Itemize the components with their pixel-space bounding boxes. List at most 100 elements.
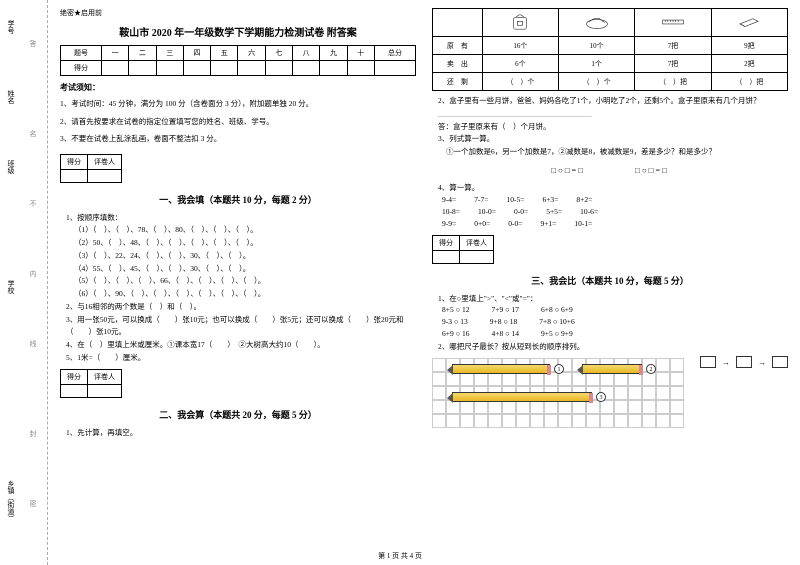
cell: 16个 bbox=[482, 37, 558, 55]
binding-dash: 内 bbox=[28, 270, 38, 285]
cell: 七 bbox=[265, 46, 292, 61]
cell: 题号 bbox=[61, 46, 102, 61]
cell: 八 bbox=[293, 46, 320, 61]
cell: 得分 bbox=[61, 369, 88, 384]
binding-dash: 封 bbox=[28, 430, 38, 445]
order-boxes: → → bbox=[700, 356, 788, 368]
cell: （ ）个 bbox=[559, 73, 635, 91]
cell: 2把 bbox=[711, 55, 787, 73]
cell: 三 bbox=[156, 46, 183, 61]
binding-label-school: 学校 bbox=[6, 280, 16, 294]
binding-label-id: 学号 bbox=[6, 20, 16, 34]
arrow-icon: → bbox=[758, 358, 766, 367]
q1-3: （3）（ ）、22、24、（ ）、（ ）、30、（ ）、（ ）。 bbox=[74, 250, 416, 263]
score-table: 题号 一 二 三 四 五 六 七 八 九 十 总分 得分 bbox=[60, 45, 416, 76]
q4: 4、在（ ）里填上米或厘米。①课本宽17（ ） ②大树高大约10（ ）。 bbox=[66, 339, 416, 352]
cell: 原 有 bbox=[433, 37, 483, 55]
binding-label-class: 班级 bbox=[6, 160, 16, 174]
s2-q3: 3、列式算一算。 bbox=[438, 133, 788, 146]
notice-3: 3、不要在试卷上乱涂乱画，卷面不整洁扣 3 分。 bbox=[60, 132, 416, 146]
s2-q3-sub: ①一个加数是6，另一个加数是7，②减数是8，被减数是9，差是多少？和是多少？ bbox=[446, 146, 788, 159]
calc-row-1: 9-4=7-7=10-5=6+3=8+2= bbox=[442, 195, 788, 204]
compare-1: 8+5 ○ 127+9 ○ 176+8 ○ 6+9 bbox=[442, 305, 788, 314]
cell: 卖 出 bbox=[433, 55, 483, 73]
binding-dash: 名 bbox=[28, 130, 38, 145]
cell: 1个 bbox=[559, 55, 635, 73]
score-value-row: 得分 bbox=[61, 61, 416, 76]
cell: 九 bbox=[320, 46, 347, 61]
pencil-num-1: 1 bbox=[554, 364, 564, 374]
cell: （ ）把 bbox=[635, 73, 711, 91]
cell: 还 剩 bbox=[433, 73, 483, 91]
calc-row-3: 9-9=0+0=0-0=9+1=10-1= bbox=[442, 219, 788, 228]
pencil-1 bbox=[452, 364, 550, 374]
cell: 得分 bbox=[61, 154, 88, 169]
formula-boxes: □○□=□ □○□=□ bbox=[432, 165, 788, 176]
notice-head: 考试须知： bbox=[60, 82, 416, 93]
binding-dash: 线 bbox=[28, 340, 38, 355]
q1-head: 1、按顺序填数： bbox=[66, 212, 416, 225]
compare-3: 6+9 ○ 164+8 ○ 149+5 ○ 9+9 bbox=[442, 329, 788, 338]
cell: 评卷人 bbox=[460, 235, 494, 250]
cell: （ ）个 bbox=[482, 73, 558, 91]
marker-box-1: 得分评卷人 bbox=[60, 154, 122, 183]
binding-dash: 不 bbox=[28, 200, 38, 215]
right-column: 原 有16个10个7把9把 卖 出6个1个7把2把 还 剩（ ）个（ ）个（ ）… bbox=[432, 8, 788, 557]
pencil-3 bbox=[452, 392, 592, 402]
cell: 9把 bbox=[711, 37, 787, 55]
binding-label-name: 姓名 bbox=[6, 90, 16, 104]
left-column: 绝密★启用前 鞍山市 2020 年一年级数学下学期能力检测试卷 附答案 题号 一… bbox=[60, 8, 416, 557]
score-header-row: 题号 一 二 三 四 五 六 七 八 九 十 总分 bbox=[61, 46, 416, 61]
exam-title: 鞍山市 2020 年一年级数学下学期能力检测试卷 附答案 bbox=[60, 24, 416, 39]
cell: 评卷人 bbox=[88, 154, 122, 169]
marker-box-2: 得分评卷人 bbox=[60, 369, 122, 398]
eraser-icon bbox=[711, 9, 787, 37]
marker-box-3: 得分评卷人 bbox=[432, 235, 494, 264]
order-box bbox=[700, 356, 716, 368]
section-3-title: 三、我会比（本题共 10 分，每题 5 分） bbox=[432, 274, 788, 287]
q1-6: （6）（ ）、90、（ ）、（ ）、（ ）、（ ）、（ ）、（ ）。 bbox=[74, 288, 416, 301]
cell: 二 bbox=[129, 46, 156, 61]
cell: 10个 bbox=[559, 37, 635, 55]
pencil-num-3: 3 bbox=[596, 392, 606, 402]
compare-2: 9-3 ○ 139+8 ○ 187+8 ○ 10+6 bbox=[442, 317, 788, 326]
ruler-icon bbox=[635, 9, 711, 37]
s2-q4: 4、算一算。 bbox=[438, 182, 788, 195]
q1-5: （5）（ ）、（ ）、（ ）、66、（ ）、（ ）、（ ）、（ ）。 bbox=[74, 275, 416, 288]
order-box bbox=[736, 356, 752, 368]
cell: 得分 bbox=[61, 61, 102, 76]
s2-q2-blank: ________________________________________… bbox=[438, 108, 788, 121]
cell: 得分 bbox=[433, 235, 460, 250]
pencil-grid: 1 2 3 bbox=[432, 358, 688, 428]
calc-row-2: 10-8=10-0=0-0=5+5=10-6= bbox=[442, 207, 788, 216]
cell: 五 bbox=[211, 46, 238, 61]
pencil-num-2: 2 bbox=[646, 364, 656, 374]
notice-2: 2、请首先按要求在试卷的指定位置填写您的姓名、班级、学号。 bbox=[60, 115, 416, 129]
binding-label-town: 乡镇（街道） bbox=[6, 480, 16, 522]
q5: 5、1米=（ ）厘米。 bbox=[66, 352, 416, 365]
bag-icon bbox=[482, 9, 558, 37]
q1-2: （2）50、（ ）、48、（ ）、（ ）、（ ）、（ ）、（ ）。 bbox=[74, 237, 416, 250]
arrow-icon: → bbox=[722, 358, 730, 367]
notice-1: 1、考试时间：45 分钟，满分为 100 分（含卷面分 3 分），附加题单独 2… bbox=[60, 97, 416, 111]
q2: 2、与16相邻的两个数是（ ）和（ ）。 bbox=[66, 301, 416, 314]
cell: 十 bbox=[347, 46, 374, 61]
s3-q2: 2、哪把尺子最长？按从短到长的顺序排列。 bbox=[438, 341, 788, 354]
cell: 总分 bbox=[374, 46, 415, 61]
cell: 评卷人 bbox=[88, 369, 122, 384]
s2-q2: 2、盒子里有一些月饼，爸爸、妈妈各吃了1个，小明吃了2个，还剩5个。盒子里原来有… bbox=[438, 95, 788, 108]
section-2-title: 二、我会算（本题共 20 分，每题 5 分） bbox=[60, 408, 416, 421]
shoe-icon bbox=[559, 9, 635, 37]
cell: 7把 bbox=[635, 37, 711, 55]
binding-dash: 答 bbox=[28, 40, 38, 55]
cell: 7把 bbox=[635, 55, 711, 73]
q1-1: （1）（ ）、（ ）、78、（ ）、80、（ ）、（ ）、（ ）。 bbox=[74, 224, 416, 237]
page-footer: 第 1 页 共 4 页 bbox=[0, 551, 800, 561]
binding-dash: 密 bbox=[28, 500, 38, 515]
s2-q2-ans: 答：盒子里原来有（ ）个月饼。 bbox=[438, 121, 788, 134]
cell: （ ）把 bbox=[711, 73, 787, 91]
q3: 3、用一张50元，可以换成（ ）张10元；也可以换成（ ）张5元；还可以换成（ … bbox=[66, 314, 416, 340]
content-area: 绝密★启用前 鞍山市 2020 年一年级数学下学期能力检测试卷 附答案 题号 一… bbox=[48, 0, 800, 565]
cell: 一 bbox=[101, 46, 128, 61]
cell: 6个 bbox=[482, 55, 558, 73]
